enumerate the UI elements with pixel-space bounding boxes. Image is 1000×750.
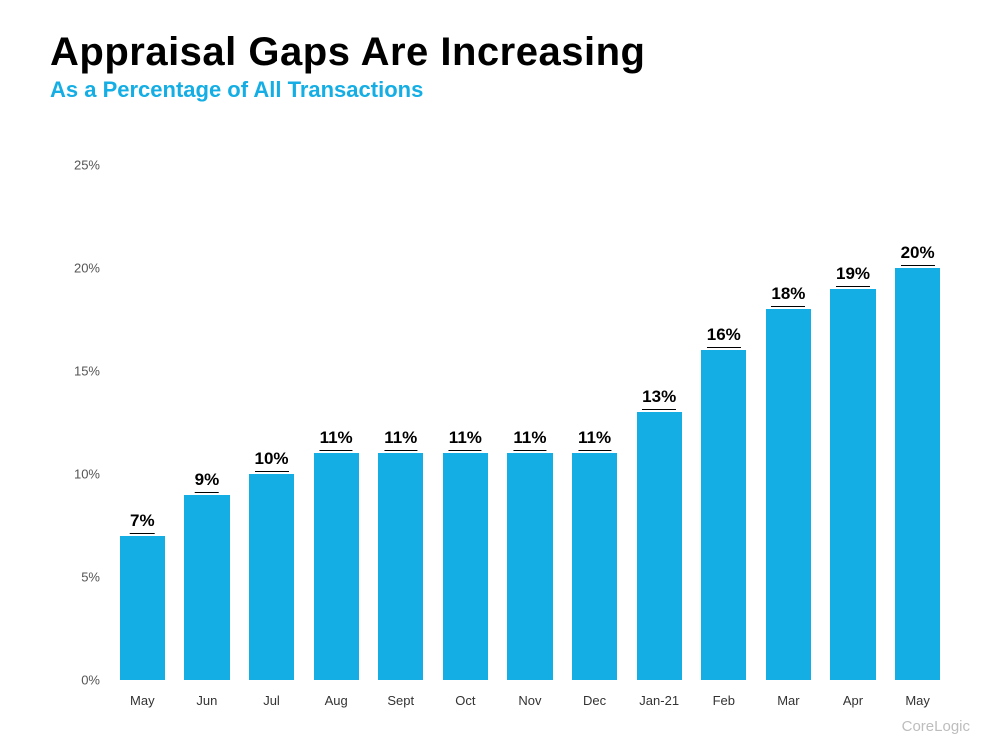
bar-value-label: 11%	[384, 428, 417, 451]
bar: 11%	[443, 453, 488, 680]
x-tick-label: Aug	[304, 693, 369, 708]
bar-slot: 11%	[368, 165, 433, 680]
bar: 16%	[701, 350, 746, 680]
bar-slot: 13%	[627, 165, 692, 680]
x-tick-label: Jun	[175, 693, 240, 708]
bar-slot: 7%	[110, 165, 175, 680]
bar: 10%	[249, 474, 294, 680]
x-tick-label: Jul	[239, 693, 304, 708]
bar: 7%	[120, 536, 165, 680]
y-axis: 0%5%10%15%20%25%	[60, 165, 110, 680]
bar-slot: 19%	[821, 165, 886, 680]
bar: 18%	[766, 309, 811, 680]
bar-value-label: 11%	[578, 428, 611, 451]
bar-value-label: 18%	[771, 284, 805, 307]
x-tick-label: Feb	[691, 693, 756, 708]
x-tick-label: Mar	[756, 693, 821, 708]
x-tick-label: Oct	[433, 693, 498, 708]
bar: 11%	[378, 453, 423, 680]
bar: 19%	[830, 289, 875, 680]
bar-value-label: 16%	[707, 325, 741, 348]
bar-value-label: 11%	[320, 428, 353, 451]
bar-value-label: 7%	[130, 511, 155, 534]
chart-subtitle: As a Percentage of All Transactions	[50, 77, 960, 103]
x-tick-label: May	[885, 693, 950, 708]
x-tick-label: Nov	[498, 693, 563, 708]
bar-slot: 11%	[562, 165, 627, 680]
x-axis-labels: MayJunJulAugSeptOctNovDecJan-21FebMarApr…	[110, 693, 950, 708]
bar-slot: 11%	[433, 165, 498, 680]
bar-value-label: 13%	[642, 387, 676, 410]
bar-value-label: 19%	[836, 264, 870, 287]
y-tick: 0%	[81, 673, 100, 688]
x-tick-label: Apr	[821, 693, 886, 708]
bar: 11%	[572, 453, 617, 680]
x-tick-label: Dec	[562, 693, 627, 708]
bar-slot: 11%	[304, 165, 369, 680]
bar-value-label: 11%	[513, 428, 546, 451]
x-tick-label: Sept	[368, 693, 433, 708]
plot-region: 7%9%10%11%11%11%11%11%13%16%18%19%20%	[110, 165, 950, 680]
y-tick: 5%	[81, 570, 100, 585]
bar-slot: 20%	[885, 165, 950, 680]
bar: 11%	[507, 453, 552, 680]
bar-slot: 16%	[691, 165, 756, 680]
bar-slot: 10%	[239, 165, 304, 680]
chart-title: Appraisal Gaps Are Increasing	[50, 30, 960, 75]
bar: 13%	[637, 412, 682, 680]
bar-slot: 11%	[498, 165, 563, 680]
x-tick-label: May	[110, 693, 175, 708]
bar: 9%	[184, 495, 229, 680]
bar-value-label: 20%	[901, 243, 935, 266]
y-tick: 10%	[74, 467, 100, 482]
x-tick-label: Jan-21	[627, 693, 692, 708]
page-root: Appraisal Gaps Are Increasing As a Perce…	[0, 0, 1000, 750]
bar-value-label: 10%	[255, 449, 289, 472]
source-label: CoreLogic	[902, 718, 970, 735]
bar-value-label: 9%	[195, 470, 220, 493]
y-tick: 25%	[74, 158, 100, 173]
chart-area: 0%5%10%15%20%25% 7%9%10%11%11%11%11%11%1…	[65, 165, 960, 680]
bar-value-label: 11%	[449, 428, 482, 451]
bar: 11%	[314, 453, 359, 680]
y-tick: 15%	[74, 364, 100, 379]
bar-slot: 9%	[175, 165, 240, 680]
bar: 20%	[895, 268, 940, 680]
y-tick: 20%	[74, 261, 100, 276]
bars-container: 7%9%10%11%11%11%11%11%13%16%18%19%20%	[110, 165, 950, 680]
bar-slot: 18%	[756, 165, 821, 680]
